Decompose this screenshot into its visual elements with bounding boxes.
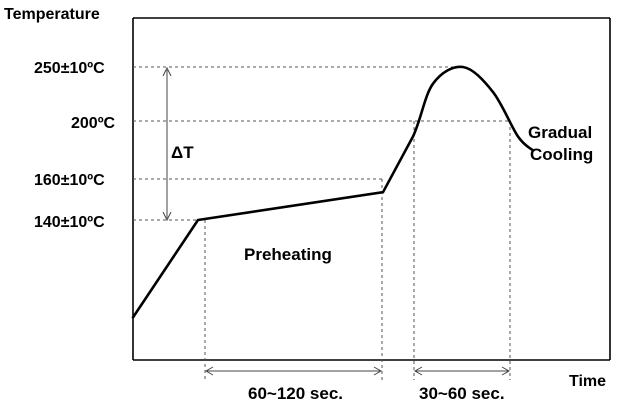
annotation-cooling: Cooling [530,145,593,164]
delta-t-arrowhead-top [162,66,172,77]
ytick-250: 250±10ºC [34,60,105,77]
ytick-160: 160±10ºC [34,172,105,189]
delta-t-label: ΔT [171,143,194,162]
temperature-profile-line [131,65,535,319]
interval-preheat-arrowhead-left [204,366,214,376]
interval-peak-label: 30~60 sec. [419,384,505,403]
interval-peak-arrowhead-right [501,366,511,376]
delta-t-arrowhead-bottom [162,211,172,222]
interval-peak-arrowhead-left [413,366,423,376]
interval-preheat-label: 60~120 sec. [248,384,343,403]
x-axis-title: Time [569,373,606,390]
ytick-200: 200ºC [71,115,116,132]
annotation-gradual: Gradual [528,123,592,142]
annotation-preheating: Preheating [244,245,332,264]
y-axis-title: Temperature [4,6,100,23]
interval-preheat-arrowhead-right [373,366,383,376]
ytick-140: 140±10ºC [34,214,105,231]
